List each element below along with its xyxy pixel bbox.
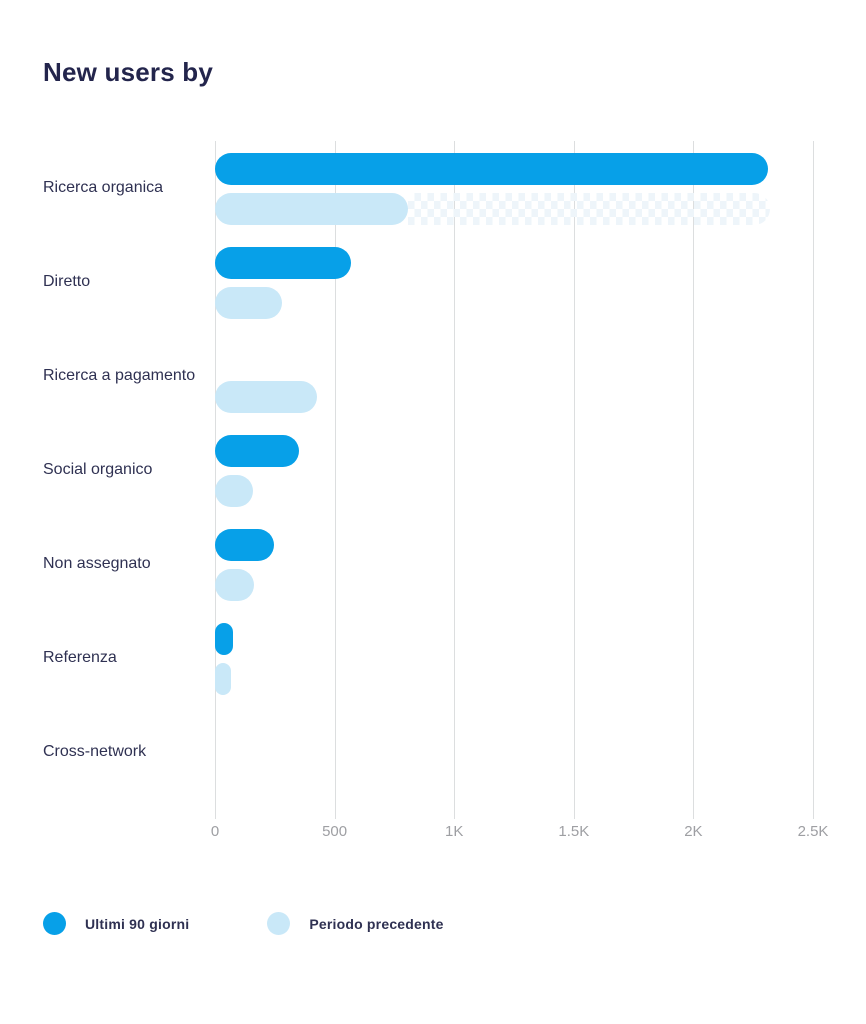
category-label: Ricerca organica [43,179,164,196]
gridline [334,141,336,819]
bar-previous[interactable] [215,569,255,601]
gridline [454,141,456,819]
chart-row [215,611,813,705]
axis-tick-label: 2.5K [797,823,829,840]
bar-rows [215,141,813,799]
bar-current[interactable] [215,153,768,185]
chart-row [215,705,813,799]
category-label: Cross-network [43,743,147,760]
chart-row [215,141,813,235]
axis-tick-label: 500 [322,823,348,840]
legend-label-previous: Periodo precedente [309,915,444,932]
chart-row [215,329,813,423]
gridline [215,141,216,819]
category-label: Ricerca a pagamento [43,367,196,384]
report-card: New users by Ricerca organica Diretto Rice… [43,57,828,935]
legend-dot-current-icon [43,912,66,935]
bar-chart: Ricerca organica Diretto Ricerca a pagamen… [43,141,828,840]
legend-dot-previous-icon [267,912,291,935]
page-title: New users by [43,57,214,87]
bar-current[interactable] [215,529,274,561]
partial-data-pattern [407,193,770,225]
bar-previous[interactable] [215,381,317,413]
bar-previous[interactable] [215,287,282,319]
chart-row [215,423,813,517]
category-labels-column: Ricerca organica Diretto Ricerca a pagamen… [43,141,215,819]
category-label: Non assegnato [43,555,151,572]
plot-area: 0 500 1K 1.5K 2K 2.5K [211,141,828,840]
axis-tick-label: 0 [210,823,220,840]
legend-item-previous[interactable]: Periodo precedente [267,912,443,935]
bar-current[interactable] [215,247,352,279]
x-axis: 0 500 1K 1.5K 2K 2.5K [211,823,829,845]
category-label: Diretto [43,273,91,290]
category-label: Social organico [43,461,153,478]
gridline [693,141,695,819]
axis-tick-label: 2K [684,823,703,840]
chart-legend: Ultimi 90 giorni Periodo precedente [43,912,813,935]
bar-current[interactable] [215,435,299,467]
axis-tick-label: 1.5K [558,823,590,840]
axis-tick-label: 1K [445,823,464,840]
legend-item-current[interactable]: Ultimi 90 giorni [43,912,189,935]
bar-current[interactable] [215,623,233,655]
bar-previous[interactable] [215,193,408,225]
chart-row [215,235,813,329]
gridline [813,141,814,819]
legend-label-current: Ultimi 90 giorni [85,915,190,932]
category-label: Referenza [43,649,117,666]
chart-row [215,517,813,611]
gridline [573,141,575,819]
bar-previous[interactable] [215,475,254,507]
bar-previous[interactable] [215,663,231,695]
